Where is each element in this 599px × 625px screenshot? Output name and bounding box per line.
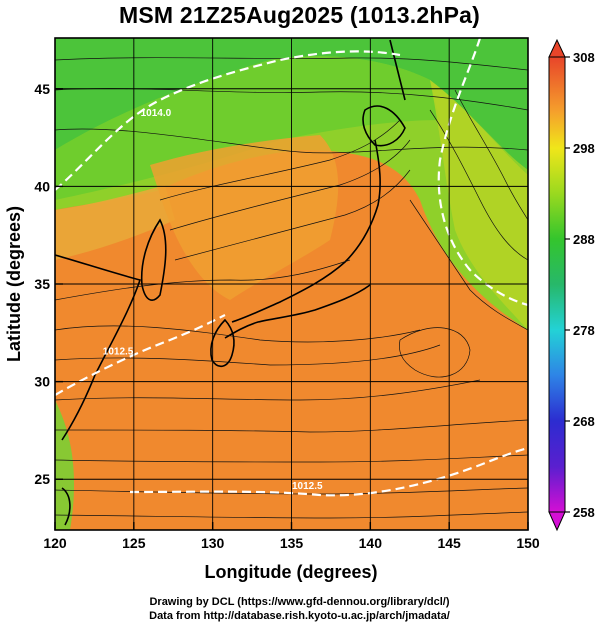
x-tick-label: 125 xyxy=(122,535,146,551)
y-tick-label: 35 xyxy=(34,276,50,292)
y-tick-label: 40 xyxy=(34,178,50,194)
x-tick-label: 135 xyxy=(280,535,304,551)
colorbar-tick-label: 288 xyxy=(573,232,595,247)
contour-label: 1012.5 xyxy=(292,481,323,492)
china-coast xyxy=(55,254,142,441)
colorbar-min-arrow xyxy=(548,511,566,532)
y-tick-label: 25 xyxy=(34,471,50,487)
x-tick-label: 145 xyxy=(437,535,461,551)
credit-drawing: Drawing by DCL (https://www.gfd‐dennou.o… xyxy=(149,596,450,608)
x-tick-label: 150 xyxy=(516,535,540,551)
contour-label: 1012.5 xyxy=(103,346,134,357)
colorbar: 308 298 288 278 268 258 xyxy=(548,38,595,532)
colorbar-tick-label: 268 xyxy=(573,414,595,429)
x-tick-label: 140 xyxy=(359,535,383,551)
grid-lines xyxy=(55,38,528,530)
x-axis-label: Longitude (degrees) xyxy=(204,562,377,582)
colorbar-tick-label: 258 xyxy=(573,505,595,520)
contour-labels: 1014.0 1012.5 1012.5 xyxy=(103,108,323,492)
y-ticks: 25 30 35 40 45 xyxy=(34,81,63,487)
chart-title: MSM 21Z25Aug2025 (1013.2hPa) xyxy=(119,2,480,28)
contour-label: 1014.0 xyxy=(141,108,172,119)
colorbar-scale xyxy=(548,56,566,513)
korea xyxy=(140,218,167,301)
y-axis-label: Latitude (degrees) xyxy=(4,206,24,362)
streamlines xyxy=(55,57,528,519)
pressure-contours xyxy=(55,38,528,497)
x-tick-label: 130 xyxy=(201,535,225,551)
colorbar-tick-label: 278 xyxy=(573,323,595,338)
colorbar-tick-label: 298 xyxy=(573,141,595,156)
japan-south-coast xyxy=(224,284,371,339)
colorbar-ticks: 308 298 288 278 268 258 xyxy=(565,50,595,520)
sakhalin-coast xyxy=(389,39,406,101)
y-tick-label: 30 xyxy=(34,374,50,390)
credit-data: Data from http://database.rish.kyoto‐u.a… xyxy=(149,610,450,622)
colorbar-tick-label: 308 xyxy=(573,50,595,65)
hokkaido xyxy=(362,105,406,147)
x-tick-label: 120 xyxy=(43,535,67,551)
colorbar-max-arrow xyxy=(548,38,566,58)
x-ticks: 120 125 130 135 140 145 150 xyxy=(43,522,540,551)
y-tick-label: 45 xyxy=(34,81,50,97)
